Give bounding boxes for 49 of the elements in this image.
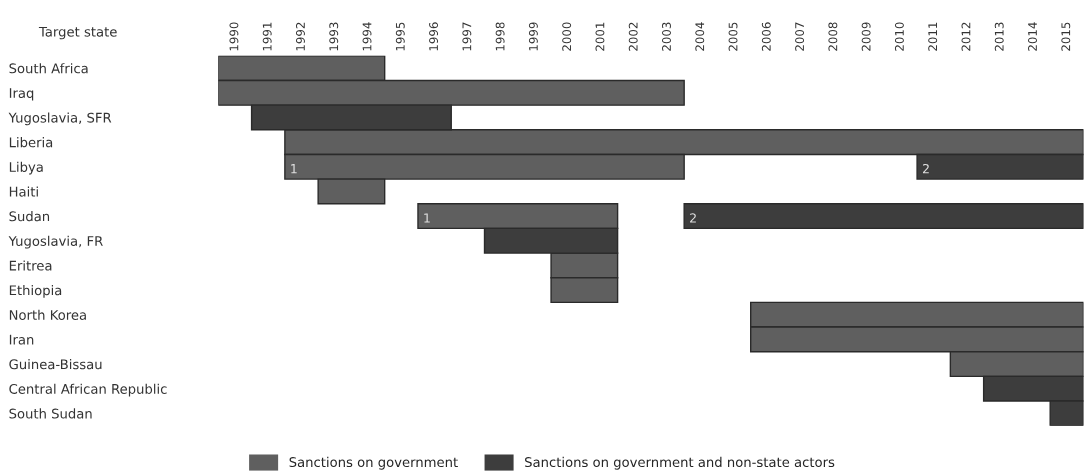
- x-tick-label: 2014: [1028, 22, 1037, 51]
- x-tick-label: 2013: [994, 22, 1004, 51]
- x-tick-label: 1992: [296, 22, 305, 51]
- y-tick-label: South Africa: [9, 63, 88, 74]
- y-tick-label: Libya: [9, 161, 43, 175]
- annotation: 1: [291, 164, 297, 174]
- y-tick-label: Iran: [9, 334, 34, 345]
- x-tick-label: 2007: [795, 22, 805, 51]
- y-tick-label: Sudan: [9, 211, 50, 222]
- y-tick-label: Yugoslavia, FR: [8, 235, 103, 249]
- x-tick-label: 1993: [329, 22, 339, 51]
- x-tick-label: 2011: [928, 22, 938, 51]
- y-tick-label: Iraq: [9, 88, 34, 101]
- legend-label: Sanctions on government and non-state actors: [525, 456, 835, 470]
- y-tick-label: North Korea: [9, 309, 86, 320]
- y-tick-label: South Sudan: [9, 408, 92, 419]
- x-tick-label: 1996: [429, 22, 439, 51]
- x-tick-label: 2009: [861, 22, 871, 51]
- x-tick-label: 2010: [894, 22, 904, 51]
- x-tick-label: 2001: [595, 22, 605, 51]
- y-tick-label: Central African Republic: [9, 383, 167, 397]
- x-tick-label: 1998: [495, 22, 505, 51]
- y-tick-label: Eritrea: [9, 260, 52, 271]
- annotation: 2: [922, 163, 929, 174]
- x-tick-label: 1990: [229, 22, 239, 51]
- x-tick-label: 1995: [395, 22, 405, 51]
- x-tick-label: 1994: [362, 22, 372, 51]
- x-tick-label: 2012: [961, 22, 971, 51]
- annotation: 1: [424, 213, 430, 223]
- x-tick-label: 2004: [695, 22, 705, 51]
- x-tick-label: 1997: [462, 22, 472, 51]
- legend-label: Sanctions on government: [289, 456, 458, 470]
- y-tick-label: Ethiopia: [9, 285, 62, 298]
- bar: [683, 203, 1084, 230]
- annotation: 2: [690, 213, 696, 223]
- x-tick-label: 2008: [828, 22, 838, 51]
- x-tick-label: 2003: [662, 22, 671, 51]
- x-tick-label: 2002: [628, 22, 638, 51]
- y-axis-title: Target state: [38, 26, 117, 40]
- y-tick-label: Haiti: [9, 186, 38, 197]
- x-tick-label: 1999: [528, 22, 538, 51]
- y-tick-label: Yugoslavia, SFR: [8, 112, 112, 126]
- y-tick-label: Guinea-Bissau: [9, 359, 102, 370]
- y-tick-label: Liberia: [9, 137, 53, 148]
- x-tick-label: 2005: [728, 22, 738, 51]
- x-tick-label: 1991: [262, 22, 272, 51]
- x-tick-label: 2000: [562, 22, 572, 51]
- x-tick-label: 2015: [1061, 22, 1071, 51]
- x-tick-label: 2006: [761, 22, 771, 51]
